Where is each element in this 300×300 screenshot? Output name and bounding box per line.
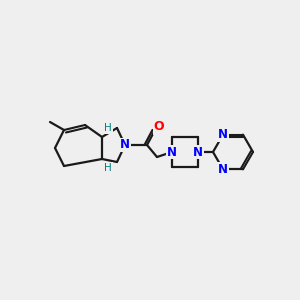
- Text: N: N: [167, 146, 177, 158]
- Text: N: N: [120, 139, 130, 152]
- Text: O: O: [154, 121, 164, 134]
- Text: N: N: [218, 128, 228, 141]
- Text: H: H: [104, 163, 112, 173]
- Text: N: N: [193, 146, 203, 158]
- Text: H: H: [104, 123, 112, 133]
- Text: N: N: [218, 163, 228, 176]
